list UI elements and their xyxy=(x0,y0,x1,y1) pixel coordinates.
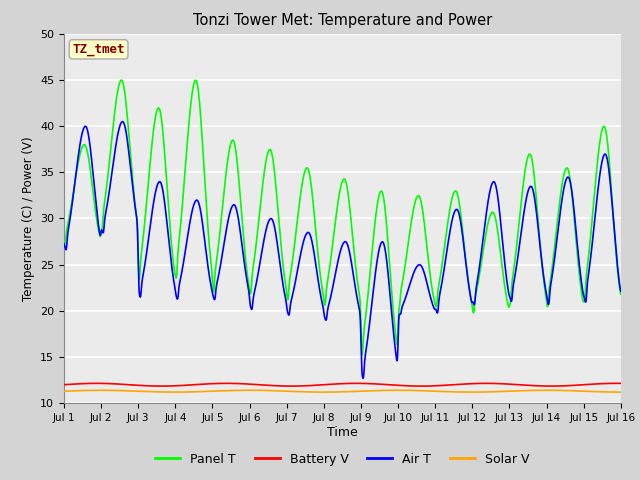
Solar V xyxy=(246,387,254,393)
Battery V xyxy=(184,382,191,388)
Battery V xyxy=(547,383,555,389)
Solar V xyxy=(184,389,192,395)
Solar V xyxy=(97,387,105,393)
X-axis label: Time: Time xyxy=(327,426,358,439)
Battery V xyxy=(170,383,178,389)
Line: Air T: Air T xyxy=(64,121,621,378)
Panel T xyxy=(246,291,254,297)
Solar V xyxy=(429,388,437,394)
Air T xyxy=(246,303,254,309)
Panel T xyxy=(358,352,366,358)
Battery V xyxy=(429,383,436,389)
Line: Panel T: Panel T xyxy=(64,80,621,355)
Solar V xyxy=(171,389,179,395)
Battery V xyxy=(60,382,68,387)
Line: Solar V: Solar V xyxy=(64,390,621,392)
Legend: Panel T, Battery V, Air T, Solar V: Panel T, Battery V, Air T, Solar V xyxy=(150,448,534,471)
Solar V xyxy=(551,387,559,393)
Battery V xyxy=(617,381,625,386)
Text: TZ_tmet: TZ_tmet xyxy=(72,43,125,56)
Line: Battery V: Battery V xyxy=(64,384,621,386)
Battery V xyxy=(551,383,559,389)
Panel T xyxy=(117,77,125,83)
Solar V xyxy=(617,389,625,395)
Battery V xyxy=(612,381,620,386)
Air T xyxy=(118,119,126,124)
Air T xyxy=(617,288,625,294)
Title: Tonzi Tower Met: Temperature and Power: Tonzi Tower Met: Temperature and Power xyxy=(193,13,492,28)
Y-axis label: Temperature (C) / Power (V): Temperature (C) / Power (V) xyxy=(22,136,35,300)
Air T xyxy=(552,249,559,255)
Panel T xyxy=(184,129,192,134)
Battery V xyxy=(246,381,254,387)
Panel T xyxy=(502,293,510,299)
Panel T xyxy=(60,240,68,245)
Battery V xyxy=(502,381,509,387)
Solar V xyxy=(502,388,509,394)
Air T xyxy=(359,375,367,381)
Air T xyxy=(429,304,437,310)
Panel T xyxy=(171,270,179,276)
Air T xyxy=(502,274,510,279)
Air T xyxy=(60,241,68,247)
Air T xyxy=(184,230,192,236)
Panel T xyxy=(552,237,559,243)
Panel T xyxy=(617,291,625,297)
Air T xyxy=(171,284,179,289)
Panel T xyxy=(429,294,437,300)
Solar V xyxy=(60,388,68,394)
